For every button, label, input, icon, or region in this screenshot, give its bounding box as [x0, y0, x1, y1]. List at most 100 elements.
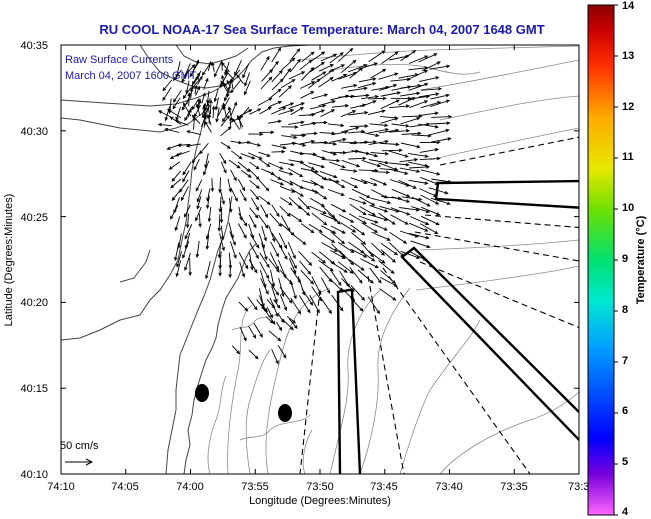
current-vector — [309, 51, 326, 63]
current-vector — [205, 195, 210, 210]
current-vector — [175, 106, 181, 121]
current-vector — [238, 301, 249, 312]
current-vector — [389, 104, 411, 109]
current-vector — [381, 148, 403, 153]
survey-tracks — [299, 136, 579, 474]
current-vector — [170, 204, 179, 220]
current-vector — [171, 170, 182, 182]
current-vector — [281, 125, 299, 129]
current-vector — [321, 178, 341, 184]
current-vector — [230, 80, 241, 94]
current-vector — [309, 205, 327, 215]
current-vector — [328, 64, 346, 73]
current-vector — [180, 186, 189, 202]
scale-arrow — [65, 458, 94, 466]
current-vector — [259, 106, 272, 115]
current-vector — [248, 252, 254, 271]
current-vector — [421, 87, 443, 91]
current-vector — [359, 206, 376, 216]
colorbar-tick-label: 11 — [622, 151, 634, 163]
current-vector — [319, 68, 335, 80]
current-vector — [182, 240, 190, 259]
current-vector — [401, 196, 423, 202]
current-vector — [390, 96, 412, 101]
current-vector — [267, 279, 280, 296]
current-vector — [358, 215, 379, 224]
colorbar-tick-label: 5 — [622, 456, 628, 468]
mooring-marker-east — [278, 404, 292, 422]
colorbar-tick-label: 9 — [622, 253, 628, 265]
current-vector — [370, 177, 388, 186]
current-vector — [172, 69, 182, 82]
current-vector — [380, 117, 399, 124]
current-vector — [219, 206, 224, 224]
current-vector — [248, 349, 259, 360]
current-vector — [278, 232, 288, 250]
current-vector — [381, 51, 399, 64]
current-vector — [278, 177, 294, 186]
current-vector — [220, 161, 227, 174]
current-vector — [368, 250, 386, 264]
current-vector — [239, 326, 247, 342]
current-vector — [380, 277, 398, 287]
current-vector — [259, 252, 270, 268]
current-vector — [237, 115, 242, 129]
current-vector — [327, 123, 345, 128]
current-vector — [418, 76, 440, 83]
current-vector — [319, 64, 334, 72]
current-vector — [329, 161, 346, 169]
current-vector — [329, 137, 347, 143]
x-tick-label: 73:45 — [370, 481, 398, 493]
current-vector — [311, 251, 327, 264]
current-vector — [259, 158, 271, 167]
current-vector — [278, 85, 292, 98]
current-vector — [259, 261, 269, 280]
current-vector — [182, 87, 192, 100]
current-vector — [388, 150, 409, 158]
current-vector — [264, 310, 276, 325]
current-vector — [228, 159, 241, 169]
current-vector — [418, 111, 439, 117]
current-vector — [270, 269, 276, 288]
current-vector — [238, 140, 252, 145]
current-vector — [311, 170, 328, 181]
current-vector — [340, 168, 358, 173]
current-vector — [421, 61, 441, 72]
x-tick-label: 74:00 — [176, 481, 204, 493]
track-box-east — [434, 179, 579, 209]
current-vector — [348, 156, 367, 161]
current-vector — [157, 122, 172, 127]
current-vector — [347, 64, 368, 73]
current-vector — [224, 69, 235, 81]
current-vector — [230, 187, 238, 202]
current-vector — [400, 50, 417, 62]
current-vector — [173, 242, 180, 262]
current-vector — [347, 86, 368, 92]
current-vector — [220, 141, 231, 149]
current-vector — [311, 93, 329, 100]
current-vector — [179, 179, 189, 193]
current-vector — [239, 189, 247, 202]
current-vector — [388, 168, 409, 175]
current-vector — [418, 92, 440, 98]
current-vector — [279, 205, 291, 217]
current-vector — [369, 123, 389, 128]
current-vector — [321, 242, 338, 252]
current-vector — [351, 150, 371, 156]
current-vector — [430, 121, 451, 125]
current-vector — [226, 79, 232, 89]
current-vector — [371, 242, 385, 256]
current-vector — [270, 179, 285, 186]
current-vector — [360, 131, 380, 138]
current-vector — [329, 52, 344, 64]
track-box-southeast — [400, 246, 579, 442]
current-vector — [213, 88, 219, 103]
current-vector — [357, 269, 374, 284]
current-vector — [228, 198, 233, 214]
current-vector — [430, 99, 451, 108]
current-vector — [250, 189, 260, 201]
current-vector — [281, 135, 298, 140]
current-vector — [410, 240, 431, 249]
current-vector — [249, 161, 260, 170]
current-vector — [367, 109, 386, 116]
